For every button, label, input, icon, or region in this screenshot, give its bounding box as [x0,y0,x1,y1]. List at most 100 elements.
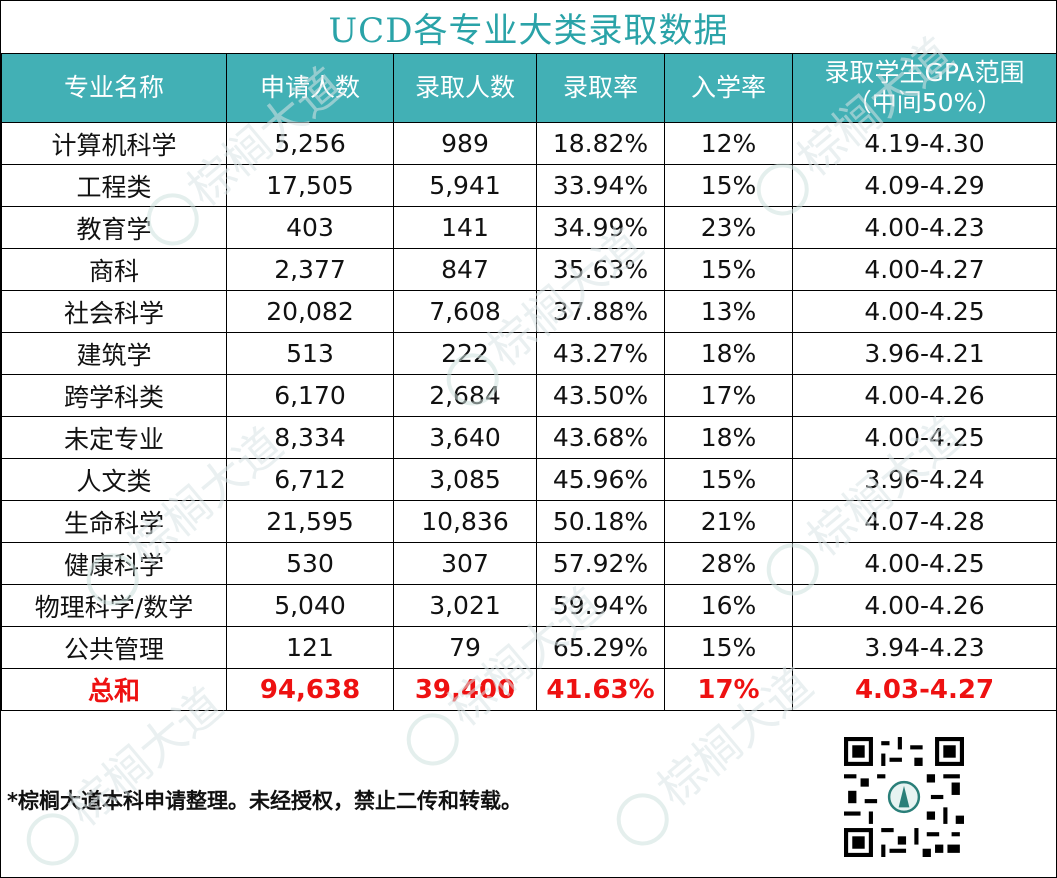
cell-major: 生命科学 [1,500,227,543]
cell-admits: 307 [393,542,537,585]
cell-major: 工程类 [1,164,227,207]
cell-applicants: 21,595 [226,500,394,543]
table-row: 公共管理 121 79 65.29% 15% 3.94-4.23 [1,626,1057,669]
cell-yield-rate: 17% [664,374,793,417]
table-body: 计算机科学 5,256 989 18.82% 12% 4.19-4.30 工程类 17,505… [1,122,1057,711]
cell-major: 计算机科学 [1,122,227,165]
page-title: UCD各专业大类录取数据 [1,1,1056,54]
qr-code-icon [844,737,964,857]
table-row: 计算机科学 5,256 989 18.82% 12% 4.19-4.30 [1,122,1057,165]
cell-yield-rate: 23% [664,206,793,249]
cell-gpa-range: 4.09-4.29 [792,164,1057,207]
cell-major: 跨学科类 [1,374,227,417]
cell-gpa-range: 3.96-4.21 [792,332,1057,375]
cell-admit-rate: 59.94% [536,584,665,627]
cell-applicants: 6,170 [226,374,394,417]
total-admits: 39,400 [393,668,537,711]
table-row: 商科 2,377 847 35.63% 15% 4.00-4.27 [1,248,1057,291]
cell-major: 物理科学/数学 [1,584,227,627]
header-row: 专业名称 申请人数 录取人数 录取率 入学率 录取学生GPA范围 （中间50%） [1,53,1057,123]
table-row: 人文类 6,712 3,085 45.96% 15% 3.96-4.24 [1,458,1057,501]
cell-yield-rate: 21% [664,500,793,543]
cell-admits: 5,941 [393,164,537,207]
cell-gpa-range: 4.00-4.25 [792,542,1057,585]
cell-admits: 3,021 [393,584,537,627]
total-major: 总和 [1,668,227,711]
table-row: 社会科学 20,082 7,608 37.88% 13% 4.00-4.25 [1,290,1057,333]
cell-admit-rate: 33.94% [536,164,665,207]
cell-applicants: 403 [226,206,394,249]
total-gpa-range: 4.03-4.27 [792,668,1057,711]
cell-major: 公共管理 [1,626,227,669]
total-row: 总和 94,638 39,400 41.63% 17% 4.03-4.27 [1,668,1057,711]
cell-yield-rate: 13% [664,290,793,333]
cell-admits: 847 [393,248,537,291]
cell-admit-rate: 34.99% [536,206,665,249]
header-yield-rate: 入学率 [664,53,793,123]
cell-admits: 989 [393,122,537,165]
table-row: 物理科学/数学 5,040 3,021 59.94% 16% 4.00-4.26 [1,584,1057,627]
table-row: 未定专业 8,334 3,640 43.68% 18% 4.00-4.25 [1,416,1057,459]
cell-admits: 79 [393,626,537,669]
cell-yield-rate: 18% [664,332,793,375]
cell-major: 人文类 [1,458,227,501]
cell-yield-rate: 15% [664,248,793,291]
cell-gpa-range: 4.00-4.26 [792,374,1057,417]
cell-applicants: 5,256 [226,122,394,165]
cell-major: 建筑学 [1,332,227,375]
cell-yield-rate: 15% [664,626,793,669]
cell-admit-rate: 37.88% [536,290,665,333]
cell-gpa-range: 4.00-4.25 [792,416,1057,459]
header-admit-rate: 录取率 [536,53,665,123]
cell-applicants: 6,712 [226,458,394,501]
total-applicants: 94,638 [226,668,394,711]
table-row: 生命科学 21,595 10,836 50.18% 21% 4.07-4.28 [1,500,1057,543]
cell-applicants: 530 [226,542,394,585]
cell-applicants: 5,040 [226,584,394,627]
total-yield-rate: 17% [664,668,793,711]
cell-applicants: 2,377 [226,248,394,291]
cell-yield-rate: 15% [664,458,793,501]
cell-major: 商科 [1,248,227,291]
cell-gpa-range: 4.00-4.27 [792,248,1057,291]
cell-admits: 141 [393,206,537,249]
table-row: 跨学科类 6,170 2,684 43.50% 17% 4.00-4.26 [1,374,1057,417]
cell-yield-rate: 18% [664,416,793,459]
table-row: 教育学 403 141 34.99% 23% 4.00-4.23 [1,206,1057,249]
footer-note: *棕榈大道本科申请整理。未经授权，禁止二传和转载。 [7,789,522,813]
table-row: 健康科学 530 307 57.92% 28% 4.00-4.25 [1,542,1057,585]
table-row: 建筑学 513 222 43.27% 18% 3.96-4.21 [1,332,1057,375]
cell-major: 健康科学 [1,542,227,585]
cell-gpa-range: 4.07-4.28 [792,500,1057,543]
cell-applicants: 17,505 [226,164,394,207]
cell-admit-rate: 43.50% [536,374,665,417]
cell-admit-rate: 35.63% [536,248,665,291]
cell-applicants: 8,334 [226,416,394,459]
cell-admits: 7,608 [393,290,537,333]
cell-admit-rate: 57.92% [536,542,665,585]
total-admit-rate: 41.63% [536,668,665,711]
table-row: 工程类 17,505 5,941 33.94% 15% 4.09-4.29 [1,164,1057,207]
admission-table: 专业名称 申请人数 录取人数 录取率 入学率 录取学生GPA范围 （中间50%）… [1,53,1057,711]
cell-applicants: 513 [226,332,394,375]
cell-yield-rate: 16% [664,584,793,627]
cell-admits: 2,684 [393,374,537,417]
cell-admits: 10,836 [393,500,537,543]
header-admits: 录取人数 [393,53,537,123]
cell-admit-rate: 45.96% [536,458,665,501]
cell-major: 社会科学 [1,290,227,333]
cell-admit-rate: 43.68% [536,416,665,459]
cell-admit-rate: 50.18% [536,500,665,543]
cell-major: 未定专业 [1,416,227,459]
cell-admits: 3,640 [393,416,537,459]
header-gpa-range: 录取学生GPA范围 （中间50%） [792,53,1057,123]
cell-admits: 3,085 [393,458,537,501]
cell-admit-rate: 65.29% [536,626,665,669]
cell-admits: 222 [393,332,537,375]
cell-admit-rate: 18.82% [536,122,665,165]
cell-gpa-range: 3.96-4.24 [792,458,1057,501]
cell-gpa-range: 4.19-4.30 [792,122,1057,165]
header-major: 专业名称 [1,53,227,123]
footer: *棕榈大道本科申请整理。未经授权，禁止二传和转载。 [1,711,1056,877]
